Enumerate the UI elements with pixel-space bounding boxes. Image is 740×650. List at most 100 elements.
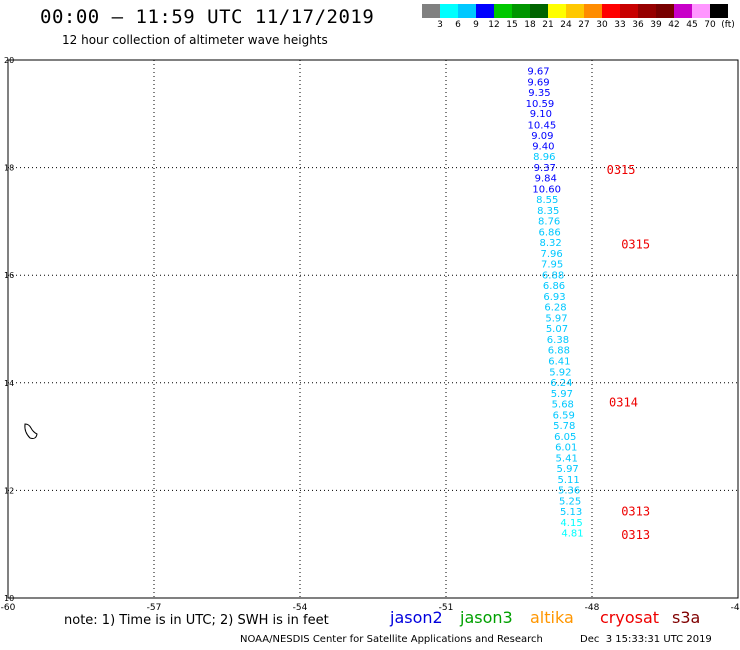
wave-height-value: 9.67 <box>527 67 549 78</box>
wave-height-value: 6.86 <box>539 227 561 238</box>
color-scale-label: 42 <box>668 20 680 30</box>
color-swatch <box>458 4 476 18</box>
pass-time-label: 0313 <box>621 505 650 519</box>
wave-height-value: 6.88 <box>542 270 564 281</box>
mission-label-jason3: jason3 <box>460 608 513 627</box>
wave-height-value: 5.92 <box>549 367 571 378</box>
color-scale-label: 24 <box>560 20 572 30</box>
map-subtitle: 12 hour collection of altimeter wave hei… <box>62 33 328 47</box>
wave-height-value: 5.97 <box>545 313 567 324</box>
longitude-tick-label: -51 <box>439 603 454 613</box>
pass-time-label: 0315 <box>621 237 650 251</box>
pass-time-label: 0314 <box>609 395 638 409</box>
color-swatch <box>476 4 494 18</box>
longitude-tick-label: -57 <box>147 603 162 613</box>
latitude-tick-label: 18 <box>4 164 14 173</box>
latitude-tick-label: 12 <box>4 486 14 495</box>
color-scale <box>422 4 728 18</box>
color-swatch <box>674 4 692 18</box>
wave-height-value: 6.86 <box>543 281 565 292</box>
color-swatch <box>440 4 458 18</box>
wave-height-value: 9.10 <box>530 109 552 120</box>
color-scale-label: 39 <box>650 20 662 30</box>
color-scale-label: 27 <box>578 20 590 30</box>
wave-height-value: 5.78 <box>553 421 575 432</box>
color-scale-label: 70 <box>704 20 716 30</box>
latitude-tick-label: 16 <box>4 271 14 280</box>
color-scale-label: 15 <box>506 20 518 30</box>
map-frame <box>7 59 739 599</box>
wave-height-value: 6.38 <box>547 335 569 346</box>
wave-height-value: 9.84 <box>535 174 557 185</box>
wave-height-value: 8.76 <box>538 217 560 228</box>
color-scale-label: 3 <box>437 20 443 30</box>
wave-height-value: 8.35 <box>537 206 559 217</box>
wave-height-value: 5.11 <box>558 475 580 486</box>
color-swatch <box>692 4 710 18</box>
latitude-tick-label: 20 <box>4 56 14 65</box>
color-swatch <box>638 4 656 18</box>
wave-height-value: 6.41 <box>548 357 570 368</box>
timestamp-text: Dec 3 15:33:31 UTC 2019 <box>580 634 712 645</box>
pass-time-label: 0315 <box>607 163 636 177</box>
color-scale-label: 30 <box>596 20 608 30</box>
wave-height-value: 10.60 <box>532 184 561 195</box>
wave-height-value: 9.40 <box>532 141 554 152</box>
wave-height-value: 9.09 <box>531 131 553 142</box>
color-swatch <box>422 4 440 18</box>
wave-height-value: 5.97 <box>557 464 579 475</box>
wave-height-value: 4.15 <box>560 518 582 529</box>
latitude-tick-label: 14 <box>4 379 14 388</box>
mission-label-jason2: jason2 <box>390 608 443 627</box>
wave-height-value: 8.96 <box>533 152 555 163</box>
color-scale-label: 12 <box>488 20 500 30</box>
color-scale-label: 6 <box>455 20 461 30</box>
longitude-tick-label: -60 <box>1 603 16 613</box>
wave-height-value: 7.95 <box>541 260 563 271</box>
wave-height-value: 4.81 <box>561 529 583 540</box>
color-swatch <box>602 4 620 18</box>
color-swatch <box>710 4 728 18</box>
wave-height-value: 9.69 <box>527 77 549 88</box>
wave-height-value: 5.68 <box>552 400 574 411</box>
credit-text: NOAA/NESDIS Center for Satellite Applica… <box>240 634 543 645</box>
color-scale-label: 9 <box>473 20 479 30</box>
wave-height-value: 9.35 <box>528 88 550 99</box>
color-swatch <box>512 4 530 18</box>
wave-height-value: 6.93 <box>543 292 565 303</box>
longitude-tick-label: -48 <box>585 603 600 613</box>
color-scale-label: 36 <box>632 20 644 30</box>
color-scale-labels: 3 6 9 12 15 18 21 24 27 30 33 36 39 42 45 70 (ft) <box>422 20 740 32</box>
pass-time-label: 0313 <box>621 528 650 542</box>
wave-height-value: 6.01 <box>555 443 577 454</box>
color-scale-label: 21 <box>542 20 554 30</box>
wave-height-value: 5.97 <box>551 389 573 400</box>
map-title: 00:00 – 11:59 UTC 11/17/2019 <box>40 6 375 28</box>
color-scale-label: 33 <box>614 20 626 30</box>
wave-height-value: 10.45 <box>528 120 557 131</box>
color-scale-label: 45 <box>686 20 698 30</box>
wave-height-value: 8.55 <box>536 195 558 206</box>
latitude-tick-label: 10 <box>4 594 14 603</box>
color-swatch <box>584 4 602 18</box>
island-coastline <box>24 423 38 439</box>
mission-label-altika: altika <box>530 608 574 627</box>
longitude-tick-label: -54 <box>293 603 308 613</box>
color-swatch <box>566 4 584 18</box>
color-swatch <box>656 4 674 18</box>
footer-note: note: 1) Time is in UTC; 2) SWH is in fe… <box>64 613 329 628</box>
color-swatch <box>548 4 566 18</box>
wave-height-value: 6.24 <box>550 378 572 389</box>
mission-label-cryosat: cryosat <box>600 608 660 627</box>
mission-label-s3a: s3a <box>672 608 701 627</box>
wave-height-value: 5.07 <box>546 324 568 335</box>
color-swatch <box>530 4 548 18</box>
color-swatch <box>620 4 638 18</box>
wave-height-value: 5.25 <box>559 496 581 507</box>
wave-height-value: 9.37 <box>534 163 556 174</box>
wave-height-value: 7.96 <box>540 249 562 260</box>
wave-height-value: 6.59 <box>553 410 575 421</box>
wave-height-value: 10.59 <box>526 99 555 110</box>
color-swatch <box>494 4 512 18</box>
